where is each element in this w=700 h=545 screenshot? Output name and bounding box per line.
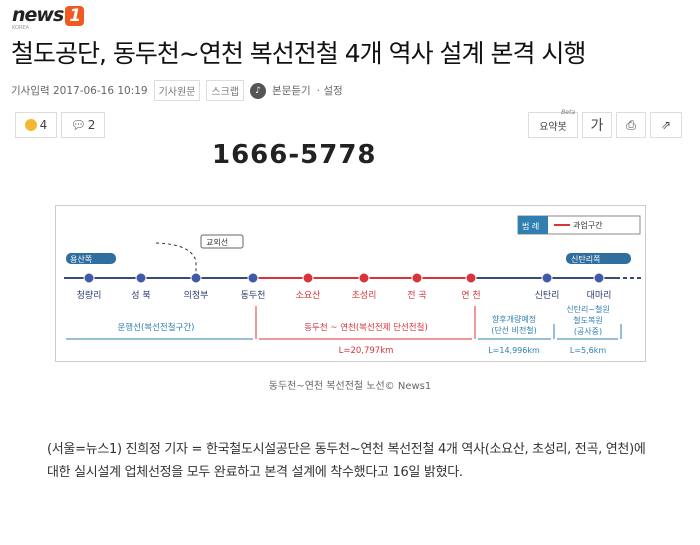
- left-direction-label: 용산쪽: [70, 254, 92, 264]
- share-button[interactable]: ⇗: [650, 112, 682, 138]
- article-date: 기사입력 2017-06-16 10:19: [11, 85, 148, 97]
- project-label: 동두천 ~ 연천(복선전제 단선전철): [304, 322, 428, 333]
- station-marker: [135, 272, 147, 284]
- settings-link[interactable]: · 설정: [316, 85, 343, 97]
- summary-label: 요약봇: [539, 121, 567, 133]
- planned-label-1: 향후개량예정: [492, 314, 536, 324]
- branch-label: 교외선: [206, 237, 228, 247]
- station-label: 초성리: [352, 290, 377, 301]
- news1-logo[interactable]: news 1: [12, 4, 85, 26]
- restore-label-1: 신탄리~철원: [566, 304, 610, 314]
- station-marker: [247, 272, 259, 284]
- logo-text: news: [12, 4, 64, 26]
- restore-label-2: 철도복원: [573, 315, 602, 325]
- article-meta: 기사입력 2017-06-16 10:19 기사원문 스크랩 ♪ 본문듣기 · …: [11, 80, 343, 101]
- like-button[interactable]: 4: [15, 112, 57, 138]
- beta-label: Beta: [561, 109, 575, 116]
- station-label: 성 북: [131, 290, 150, 301]
- planned-label-2: (단선 비전철): [491, 325, 537, 335]
- logo-one: 1: [65, 6, 85, 26]
- station-label: 소요산: [296, 290, 321, 301]
- station-marker: [541, 272, 553, 284]
- legend-item: 과업구간: [573, 220, 603, 230]
- station-label: 연 천: [461, 290, 480, 301]
- station-label: 청량리: [77, 289, 102, 301]
- station-label: 대마리: [587, 290, 612, 301]
- station-marker: [83, 272, 95, 284]
- article-title: 철도공단, 동두천~연천 복선전철 4개 역사 설계 본격 시행: [11, 39, 586, 68]
- original-article-button[interactable]: 기사원문: [153, 80, 201, 101]
- legend-title: 범 례: [522, 221, 539, 231]
- comment-count: 2: [87, 118, 96, 132]
- station-label: 동두천: [241, 290, 266, 301]
- logo-sub: KOREA: [12, 25, 29, 31]
- comment-icon: 💬︎: [70, 118, 86, 132]
- route-diagram: 범 례 과업구간 용산쪽 신탄리쪽 교외선 청량리 성 북 의정부 동두천 소요산 초성리…: [55, 205, 646, 362]
- comment-button[interactable]: 💬︎ 2: [61, 112, 105, 138]
- listen-button[interactable]: 본문듣기: [272, 85, 311, 97]
- image-caption: 동두천~연천 복선전철 노선© News1: [268, 381, 432, 392]
- print-button[interactable]: ⎙: [616, 112, 646, 138]
- planned-length: L=14,996km: [488, 346, 540, 355]
- station-label: 신탄리: [535, 290, 560, 301]
- station-marker: [358, 272, 370, 284]
- smile-emoji-icon: [24, 119, 37, 131]
- station-label: 전 곡: [407, 290, 426, 301]
- station-marker: [465, 272, 477, 284]
- station-marker: [411, 272, 423, 284]
- scrap-button[interactable]: 스크랩: [206, 80, 245, 101]
- stations: 청량리 성 북 의정부 동두천 소요산 초성리 전 곡 연 천 신탄리 대마리: [77, 272, 612, 301]
- branch-line: [155, 242, 197, 278]
- phone-number: 1666-5778: [212, 140, 377, 170]
- right-direction-label: 신탄리쪽: [571, 254, 600, 264]
- restore-label-3: (공사중): [574, 327, 602, 336]
- station-label: 의정부: [184, 290, 209, 301]
- station-marker: [302, 272, 314, 284]
- restore-length: L=5,6km: [570, 346, 607, 355]
- like-count: 4: [39, 118, 48, 132]
- station-marker: [190, 272, 202, 284]
- right-direction-badge: [566, 253, 631, 264]
- print-icon: ⎙: [626, 117, 636, 132]
- article-body: (서울=뉴스1) 진희정 기자 = 한국철도시설공단은 동두천~연천 복선전철 …: [47, 442, 646, 480]
- summary-bot-button[interactable]: 요약봇 Beta: [528, 109, 578, 138]
- legend: 범 례 과업구간: [517, 215, 641, 235]
- project-length: L=20,797km: [339, 346, 394, 356]
- share-icon: ⇗: [660, 118, 672, 132]
- sound-icon[interactable]: ♪: [250, 82, 267, 99]
- station-marker: [593, 272, 605, 284]
- operating-label: 운행선(복선전철구간): [117, 322, 194, 333]
- font-size-button[interactable]: 가: [582, 112, 612, 138]
- branch-box: [200, 234, 244, 249]
- left-direction-badge: [66, 253, 116, 264]
